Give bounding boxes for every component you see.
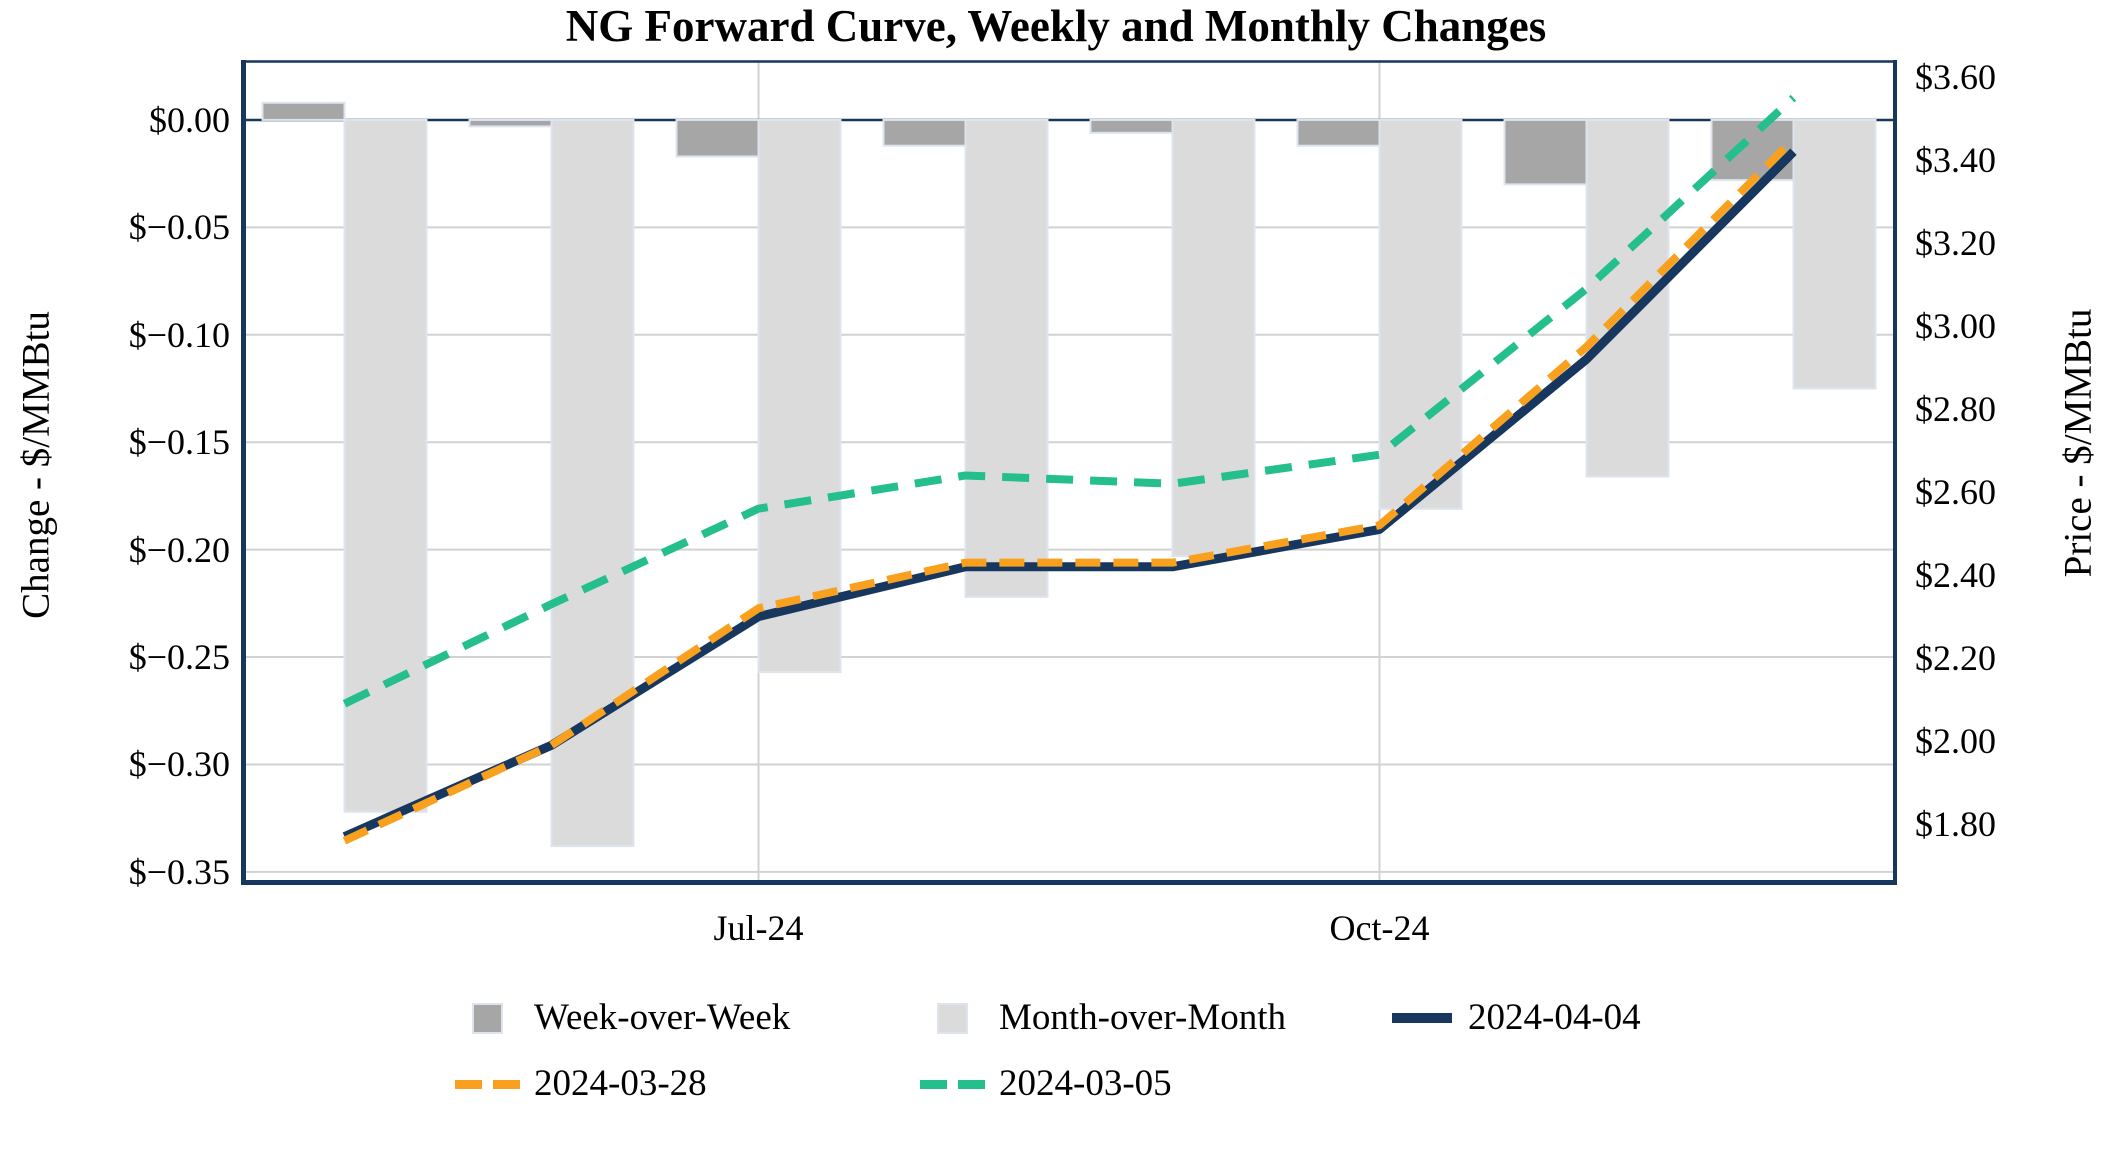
right-axis-tick-label: $2.40 xyxy=(1915,555,1996,596)
right-axis-tick-label: $2.00 xyxy=(1915,721,1996,762)
line-2024-03-05 xyxy=(342,94,1797,708)
bar-week-over-week xyxy=(882,118,967,147)
bar-week-over-week xyxy=(1296,118,1381,147)
right-axis-tick-label: $3.40 xyxy=(1915,140,1996,181)
x-axis-tick-label: Oct-24 xyxy=(1329,908,1430,948)
left-axis-tick-label: $−0.15 xyxy=(128,422,230,463)
left-axis-tick-label: $−0.10 xyxy=(128,314,230,355)
bar-month-over-month xyxy=(550,118,635,848)
right-axis-tick-label: $3.20 xyxy=(1915,223,1996,264)
left-axis-tick-label: $−0.30 xyxy=(128,744,230,785)
bar-month-over-month xyxy=(1792,118,1877,390)
legend-label: 2024-03-28 xyxy=(534,1063,707,1104)
bar-month-over-month xyxy=(1171,118,1256,558)
bar-week-over-week xyxy=(1503,118,1588,186)
legend-item-2024-03-05: 2024-03-05 xyxy=(920,1062,1172,1106)
bar-week-over-week xyxy=(468,118,553,128)
right-axis-tick-label: $2.60 xyxy=(1915,472,1996,513)
bar-month-over-month xyxy=(343,118,428,813)
legend-label: 2024-03-05 xyxy=(999,1063,1172,1104)
bar-week-over-week xyxy=(261,101,346,121)
left-axis-tick-label: $0.00 xyxy=(149,99,230,140)
bar-week-over-week xyxy=(675,118,760,158)
solid-line-swatch xyxy=(1389,1013,1454,1023)
legend-label: Month-over-Month xyxy=(999,997,1287,1038)
legend-item-2024-04-04: 2024-04-04 xyxy=(1389,996,1641,1040)
right-axis-tick-label: $1.80 xyxy=(1915,804,1996,845)
legend-item-month-over-month: Month-over-Month xyxy=(920,996,1286,1040)
legend-item-2024-03-28: 2024-03-28 xyxy=(455,1062,707,1106)
left-axis-tick-label: $−0.05 xyxy=(128,207,230,248)
right-axis-tick-label: $2.80 xyxy=(1915,389,1996,430)
right-axis-tick-label: $3.00 xyxy=(1915,306,1996,347)
bar-month-over-month xyxy=(757,118,842,674)
left-axis-tick-label: $−0.25 xyxy=(128,637,230,678)
month-over-month-swatch xyxy=(920,1002,985,1034)
x-axis-tick-label: Jul-24 xyxy=(713,908,804,948)
legend-label: Week-over-Week xyxy=(534,997,791,1038)
bar-month-over-month xyxy=(1585,118,1670,478)
bar-month-over-month xyxy=(964,118,1049,598)
bar-month-over-month xyxy=(1378,118,1463,510)
right-axis-tick-label: $2.20 xyxy=(1915,638,1996,679)
bar-week-over-week xyxy=(1089,118,1174,134)
left-axis-tick-label: $−0.35 xyxy=(128,851,230,892)
week-over-week-swatch xyxy=(455,1002,520,1034)
left-axis-tick-label: $−0.20 xyxy=(128,529,230,570)
green-dash-swatch xyxy=(920,1079,985,1089)
chart-title: NG Forward Curve, Weekly and Monthly Cha… xyxy=(565,1,1547,51)
right-axis-tick-label: $3.60 xyxy=(1915,57,1996,98)
legend-label: 2024-04-04 xyxy=(1468,997,1641,1038)
legend-item-week-over-week: Week-over-Week xyxy=(455,996,790,1040)
orange-dash-swatch xyxy=(455,1079,520,1089)
line-2024-03-28 xyxy=(342,136,1797,845)
